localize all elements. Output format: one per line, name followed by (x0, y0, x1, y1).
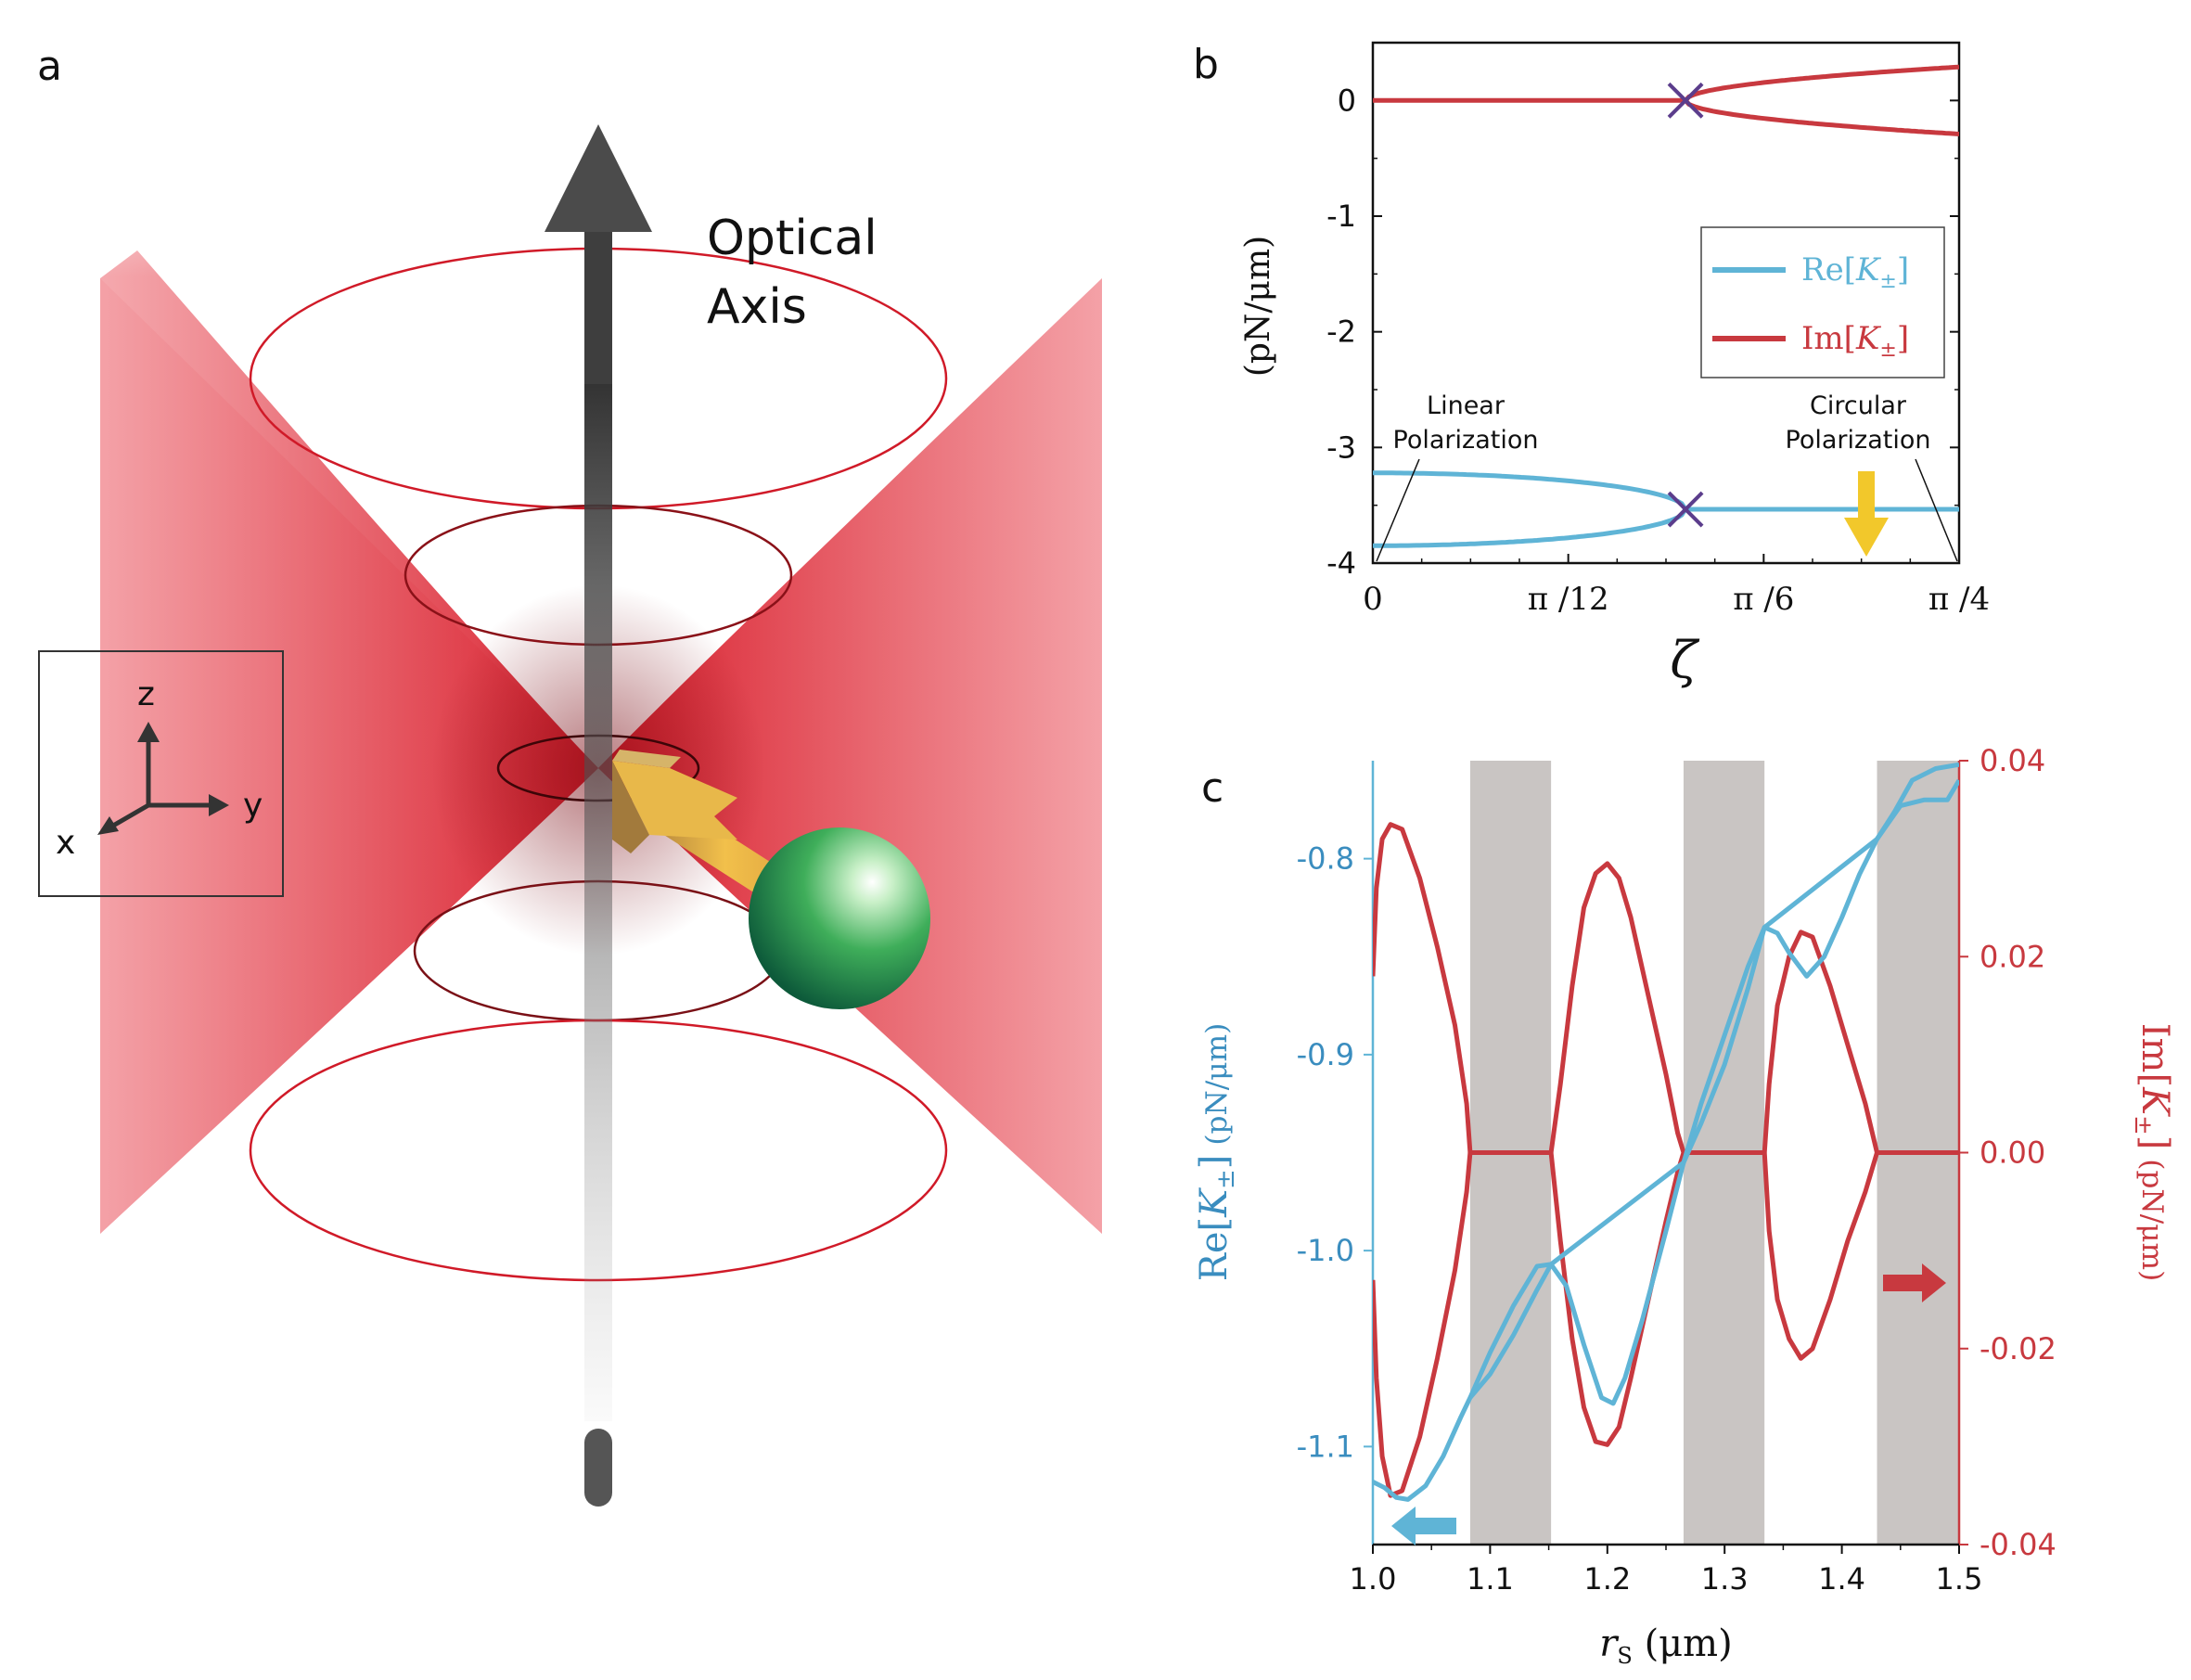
b-im-branch-upper (1684, 64, 1959, 102)
legend-box (1700, 226, 1945, 378)
b-x-tick-label-0: 0 (1363, 581, 1383, 618)
axis-x-label: x (56, 824, 75, 862)
plot-c-x-ticks: 1.0 1.1 1.2 1.3 1.4 1.5 (1350, 1545, 1983, 1597)
exceptional-point-marker-1 (1667, 491, 1704, 528)
b-im-branch-lower (1684, 98, 1959, 136)
c-x-tick-label-3: 1.3 (1701, 1561, 1749, 1597)
panel-b-label: b (1193, 41, 1219, 88)
plot-b-legend: Re[K±] Im[K±] (1700, 226, 1945, 378)
optical-axis-arrow (545, 124, 652, 1507)
c-im-segment-1 (1373, 1152, 1473, 1498)
optical-axis-label-line1: Optical (707, 211, 878, 266)
c-im-segment-3 (1548, 861, 1686, 1154)
plot-b-series (1373, 64, 1959, 548)
b-y-tick-label-2: -2 (1326, 314, 1356, 350)
particle-sphere (749, 827, 930, 1009)
c-left-tick-label-0: -0.8 (1297, 841, 1354, 877)
annotation-circular-line1: Circular (1810, 391, 1907, 420)
legend-im-label: Im[K±] (1801, 320, 1909, 362)
panel-a: a Optical Axis (37, 43, 1113, 1507)
plot-b-y-label: (pN/μm) (1239, 236, 1277, 377)
b-y-tick-label-3: -3 (1326, 430, 1356, 465)
c-left-tick-label-1: -0.9 (1297, 1037, 1354, 1072)
axis-y-label: y (243, 787, 263, 825)
optical-axis-label-line2: Axis (707, 279, 807, 335)
b-x-tick-label-2: π /6 (1733, 581, 1794, 618)
b-re-branch-upper (1373, 470, 1688, 511)
panel-a-label: a (37, 43, 62, 90)
plot-c-y-label-right: Im[K±] (pN/μm) (2129, 1023, 2176, 1282)
c-right-tick-label-0: 0.04 (1980, 743, 2045, 778)
plot-b-x-label: ζ (1670, 631, 1699, 689)
c-right-tick-label-4: -0.04 (1980, 1527, 2056, 1562)
annotation-linear-line2: Polarization (1393, 426, 1539, 455)
annotation-linear-line1: Linear (1427, 391, 1506, 420)
c-im-segment-7 (1762, 1151, 1879, 1361)
panel-c-label: c (1201, 764, 1224, 812)
b-x-tick-label-1: π /12 (1528, 581, 1609, 618)
c-right-tick-label-3: -0.02 (1980, 1331, 2056, 1366)
b-x-tick-label-3: π /4 (1928, 581, 1990, 618)
annotation-linear: Linear Polarization (1376, 391, 1539, 562)
c-x-tick-label-2: 1.2 (1583, 1561, 1631, 1597)
axis-z-label: z (137, 675, 155, 713)
legend-re-label: Re[K±] (1801, 251, 1909, 293)
c-re-branch-1 (1467, 778, 1959, 1400)
b-y-tick-label-4: -4 (1326, 545, 1356, 581)
c-left-tick-label-3: -1.1 (1297, 1429, 1354, 1464)
exceptional-point-marker-0 (1667, 82, 1704, 119)
plot-c-right-ticks: 0.04 0.02 0.00 -0.02 -0.04 (1959, 743, 2056, 1562)
right-axis-indicator-arrow (1883, 1263, 1946, 1302)
c-im-segment-6 (1762, 930, 1879, 1154)
c-im-segment-0 (1373, 822, 1473, 1153)
force-arrow (612, 750, 793, 902)
plot-b-exceptional-points (1667, 82, 1704, 528)
c-left-tick-label-2: -1.0 (1297, 1233, 1354, 1268)
circular-polarization-arrow (1844, 471, 1889, 557)
c-x-tick-label-5: 1.5 (1936, 1561, 1983, 1597)
c-x-tick-label-1: 1.1 (1467, 1561, 1514, 1597)
plot-c-series (1373, 762, 1959, 1502)
annotation-circular: Circular Polarization (1786, 391, 1958, 562)
annotation-circular-line2: Polarization (1786, 426, 1931, 455)
c-x-tick-label-4: 1.4 (1818, 1561, 1865, 1597)
c-right-tick-label-2: 0.00 (1980, 1135, 2045, 1171)
c-x-tick-label-0: 1.0 (1350, 1561, 1397, 1597)
plot-c-left-ticks: -0.8 -0.9 -1.0 -1.1 (1297, 841, 1373, 1464)
left-axis-indicator-arrow (1391, 1507, 1456, 1545)
plot-c-y-label-left: Re[K±] (pN/μm) (1193, 1023, 1240, 1282)
b-y-tick-label-0: 0 (1338, 83, 1356, 118)
plot-b-y-ticks: 0 -1 -2 -3 -4 (1326, 83, 1959, 581)
coordinate-box: z y x (38, 650, 284, 897)
plot-c-x-label: rS (μm) (1599, 1622, 1732, 1669)
plot-b-x-ticks: 0 π /12 π /6 π /4 (1363, 554, 1990, 618)
c-im-segment-4 (1548, 1151, 1686, 1447)
panel-b: b 0 π /12 π /6 π /4 0 -1 -2 -3 -4 ζ (pN/μm) Re[… (1193, 41, 1990, 689)
c-re-branch-0 (1373, 762, 1959, 1502)
panel-c: c 1.0 1.1 1.2 1.3 1.4 1.5 -0.8 -0.9 -1.0 -1.1 0.… (1193, 743, 2176, 1669)
c-right-tick-label-1: 0.02 (1980, 939, 2045, 974)
b-re-branch-lower (1373, 507, 1688, 548)
b-y-tick-label-1: -1 (1326, 199, 1356, 234)
